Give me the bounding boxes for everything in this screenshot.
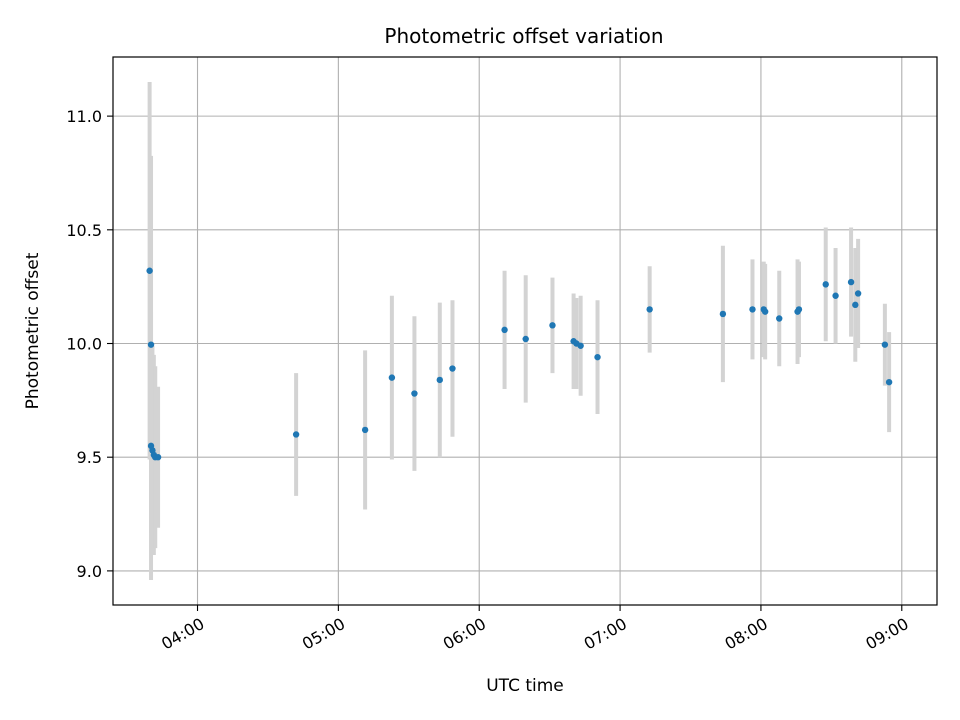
y-axis-ticks: 9.0 9.5 10.0 10.5 11.0 bbox=[66, 107, 113, 581]
y-tick-label: 9.5 bbox=[77, 448, 102, 467]
data-point bbox=[594, 353, 601, 361]
data-point bbox=[449, 365, 456, 372]
y-axis-label: Photometric offset bbox=[23, 252, 43, 409]
data-point bbox=[577, 342, 584, 349]
x-axis-ticks: 04:00 05:00 06:00 07:00 08:00 09:00 bbox=[158, 605, 912, 654]
y-tick-label: 10.0 bbox=[66, 335, 102, 354]
data-point bbox=[749, 306, 756, 313]
data-point bbox=[795, 306, 803, 313]
data-point bbox=[646, 306, 653, 313]
data-point bbox=[154, 453, 162, 461]
x-tick-label: 08:00 bbox=[721, 614, 770, 654]
data-point bbox=[761, 308, 769, 315]
x-tick-label: 04:00 bbox=[158, 614, 207, 654]
data-point bbox=[292, 431, 300, 438]
x-tick-label: 05:00 bbox=[299, 614, 348, 654]
data-point bbox=[881, 341, 889, 348]
data-points bbox=[146, 267, 893, 461]
data-point bbox=[854, 290, 862, 297]
data-point bbox=[411, 390, 418, 397]
x-tick-label: 09:00 bbox=[862, 614, 911, 654]
data-point bbox=[885, 378, 893, 386]
data-point bbox=[847, 278, 855, 286]
y-tick-label: 10.5 bbox=[66, 221, 102, 240]
y-tick-label: 11.0 bbox=[66, 107, 102, 126]
data-point bbox=[832, 292, 839, 299]
error-bars bbox=[147, 82, 892, 580]
data-point bbox=[852, 301, 859, 309]
y-tick-label: 9.0 bbox=[77, 562, 102, 581]
data-point bbox=[436, 376, 443, 384]
data-point bbox=[719, 310, 727, 318]
plot-frame bbox=[112, 56, 938, 606]
data-point bbox=[522, 335, 529, 343]
x-tick-label: 06:00 bbox=[440, 614, 489, 654]
data-point bbox=[822, 281, 829, 288]
data-point bbox=[549, 322, 556, 329]
chart-title: Photometric offset variation bbox=[384, 24, 663, 48]
x-tick-label: 07:00 bbox=[581, 614, 630, 654]
data-point bbox=[501, 326, 508, 334]
data-point bbox=[146, 267, 153, 274]
data-point bbox=[388, 374, 396, 381]
data-point bbox=[147, 341, 155, 348]
data-point bbox=[361, 426, 369, 434]
data-point bbox=[776, 315, 783, 322]
x-axis-label: UTC time bbox=[486, 676, 564, 696]
